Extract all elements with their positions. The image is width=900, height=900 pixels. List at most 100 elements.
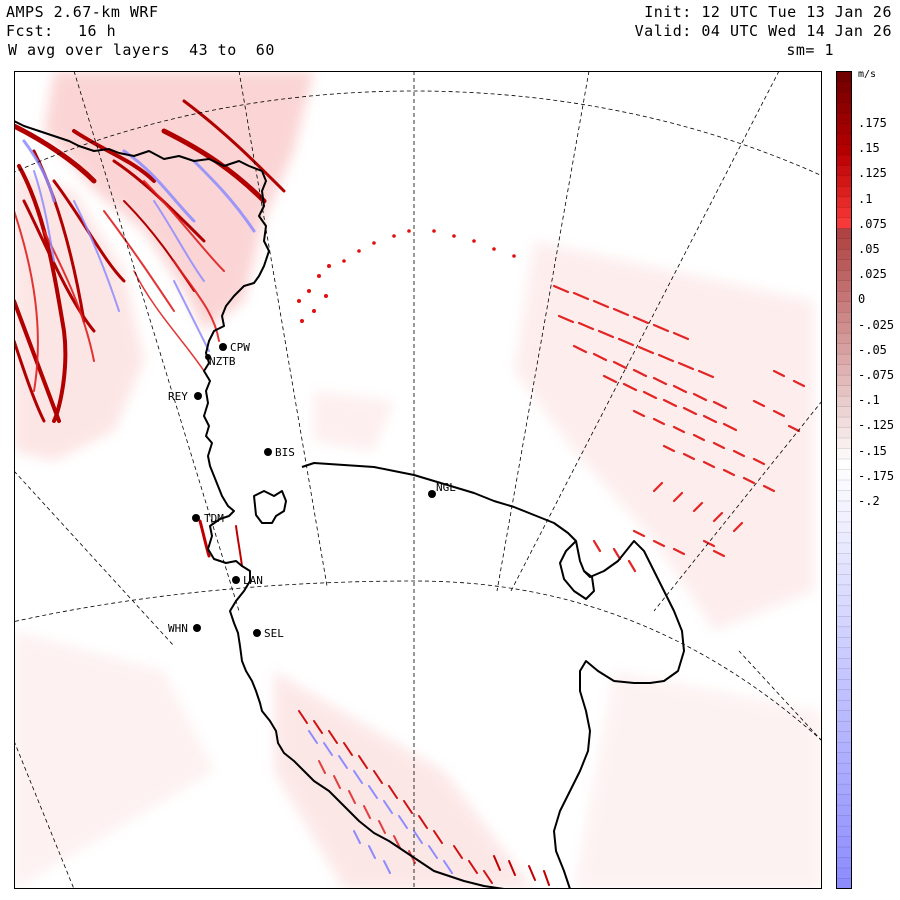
colorbar-band (836, 710, 852, 722)
graticule (14, 71, 822, 889)
colorbar-band (836, 763, 852, 775)
colorbar-band (836, 270, 852, 282)
colorbar-band (836, 343, 852, 355)
station-label: BIS (275, 446, 295, 459)
colorbar-band (836, 175, 852, 187)
colorbar-band (836, 196, 852, 208)
colorbar-tick-label: .125 (858, 166, 887, 181)
colorbar-bands (836, 71, 852, 889)
colorbar-band (836, 689, 852, 701)
colorbar-band (836, 396, 852, 408)
colorbar-band (836, 553, 852, 565)
station-whn[interactable]: WHN (168, 622, 201, 635)
colorbar-band (836, 595, 852, 607)
colorbar-band (836, 354, 852, 366)
colorbar-band (836, 81, 852, 93)
valid-time: Valid: 04 UTC Wed 14 Jan 26 (634, 22, 892, 40)
colorbar-band (836, 826, 852, 838)
colorbar-units: m/s (858, 69, 877, 80)
colorbar-band (836, 742, 852, 754)
wave-field-south (298, 710, 550, 886)
station-tdm[interactable]: TDM (192, 512, 224, 525)
colorbar-band (836, 123, 852, 135)
colorbar-band (836, 500, 852, 513)
station-label: SEL (264, 627, 284, 640)
colorbar-band (836, 459, 852, 471)
colorbar-band (836, 700, 852, 712)
colorbar-band (836, 312, 852, 324)
colorbar (836, 71, 852, 889)
station-lan[interactable]: LAN (232, 574, 263, 587)
colorbar-band (836, 794, 852, 806)
colorbar-band (836, 878, 852, 889)
colorbar-tick-label: -.05 (858, 342, 887, 357)
colorbar-band (836, 165, 852, 177)
colorbar-band (836, 616, 852, 628)
colorbar-tick-label: .025 (858, 267, 887, 282)
station-cpw[interactable]: CPW (219, 341, 250, 354)
colorbar-tick-label: 0 (858, 292, 866, 307)
smoothing-value: sm= 1 (786, 41, 834, 59)
colorbar-band (836, 259, 852, 271)
colorbar-band (836, 805, 852, 817)
colorbar-band (836, 112, 852, 125)
colorbar-band (836, 207, 852, 219)
colorbar-band (836, 469, 852, 481)
colorbar-band (836, 228, 852, 240)
colorbar-band (836, 280, 852, 292)
station-label: TDM (204, 512, 224, 525)
colorbar-tick-label: .075 (858, 216, 887, 231)
map-border (14, 71, 822, 889)
colorbar-tick-label: -.125 (858, 418, 895, 433)
colorbar-band (836, 847, 852, 859)
colorbar-band (836, 637, 852, 649)
station-ngl[interactable]: NGL (428, 481, 456, 498)
colorbar-tick-label: -.025 (858, 317, 895, 332)
colorbar-band (836, 605, 852, 617)
station-nztb[interactable]: NZTB (205, 354, 236, 368)
colorbar-band (836, 154, 852, 166)
colorbar-band (836, 658, 852, 670)
colorbar-band (836, 133, 852, 146)
colorbar-tick-label: .1 (858, 191, 873, 206)
colorbar-tick-label: .05 (858, 242, 880, 256)
colorbar-band (836, 721, 852, 733)
colorbar-band (836, 144, 852, 156)
colorbar-band (836, 532, 852, 544)
colorbar-band (836, 815, 852, 827)
init-time: Init: 12 UTC Tue 13 Jan 26 (644, 3, 892, 21)
colorbar-band (836, 71, 852, 83)
colorbar-band (836, 752, 852, 764)
station-label: REY (168, 390, 188, 403)
station-label: LAN (243, 574, 263, 587)
colorbar-band (836, 438, 852, 450)
colorbar-band (836, 626, 852, 638)
stations: CPW NZTB REY BIS NGL TDM LAN WHN (168, 341, 456, 640)
colorbar-band (836, 333, 852, 345)
colorbar-band (836, 186, 852, 198)
colorbar-band (836, 364, 852, 376)
colorbar-band (836, 521, 852, 534)
station-bis[interactable]: BIS (264, 446, 295, 459)
map-panel: CPW NZTB REY BIS NGL TDM LAN WHN (14, 71, 822, 889)
colorbar-tick-label: -.2 (858, 494, 880, 508)
colorbar-band (836, 102, 852, 114)
colorbar-band (836, 574, 852, 586)
colorbar-tick-label: -.1 (858, 393, 880, 408)
forecast-label: Fcst: (6, 22, 54, 40)
station-sel[interactable]: SEL (253, 627, 284, 640)
colorbar-band (836, 322, 852, 334)
colorbar-tick-label: .15 (858, 141, 880, 156)
colorbar-band (836, 291, 852, 303)
colorbar-band (836, 668, 852, 680)
station-rey[interactable]: REY (168, 390, 202, 403)
colorbar-band (836, 448, 852, 460)
colorbar-band (836, 91, 852, 104)
colorbar-band (836, 563, 852, 575)
station-label: NZTB (209, 355, 236, 368)
station-label: WHN (168, 622, 188, 635)
colorbar-band (836, 238, 852, 250)
colorbar-tick-label: -.15 (858, 443, 887, 458)
colorbar-band (836, 427, 852, 439)
colorbar-band (836, 249, 852, 261)
